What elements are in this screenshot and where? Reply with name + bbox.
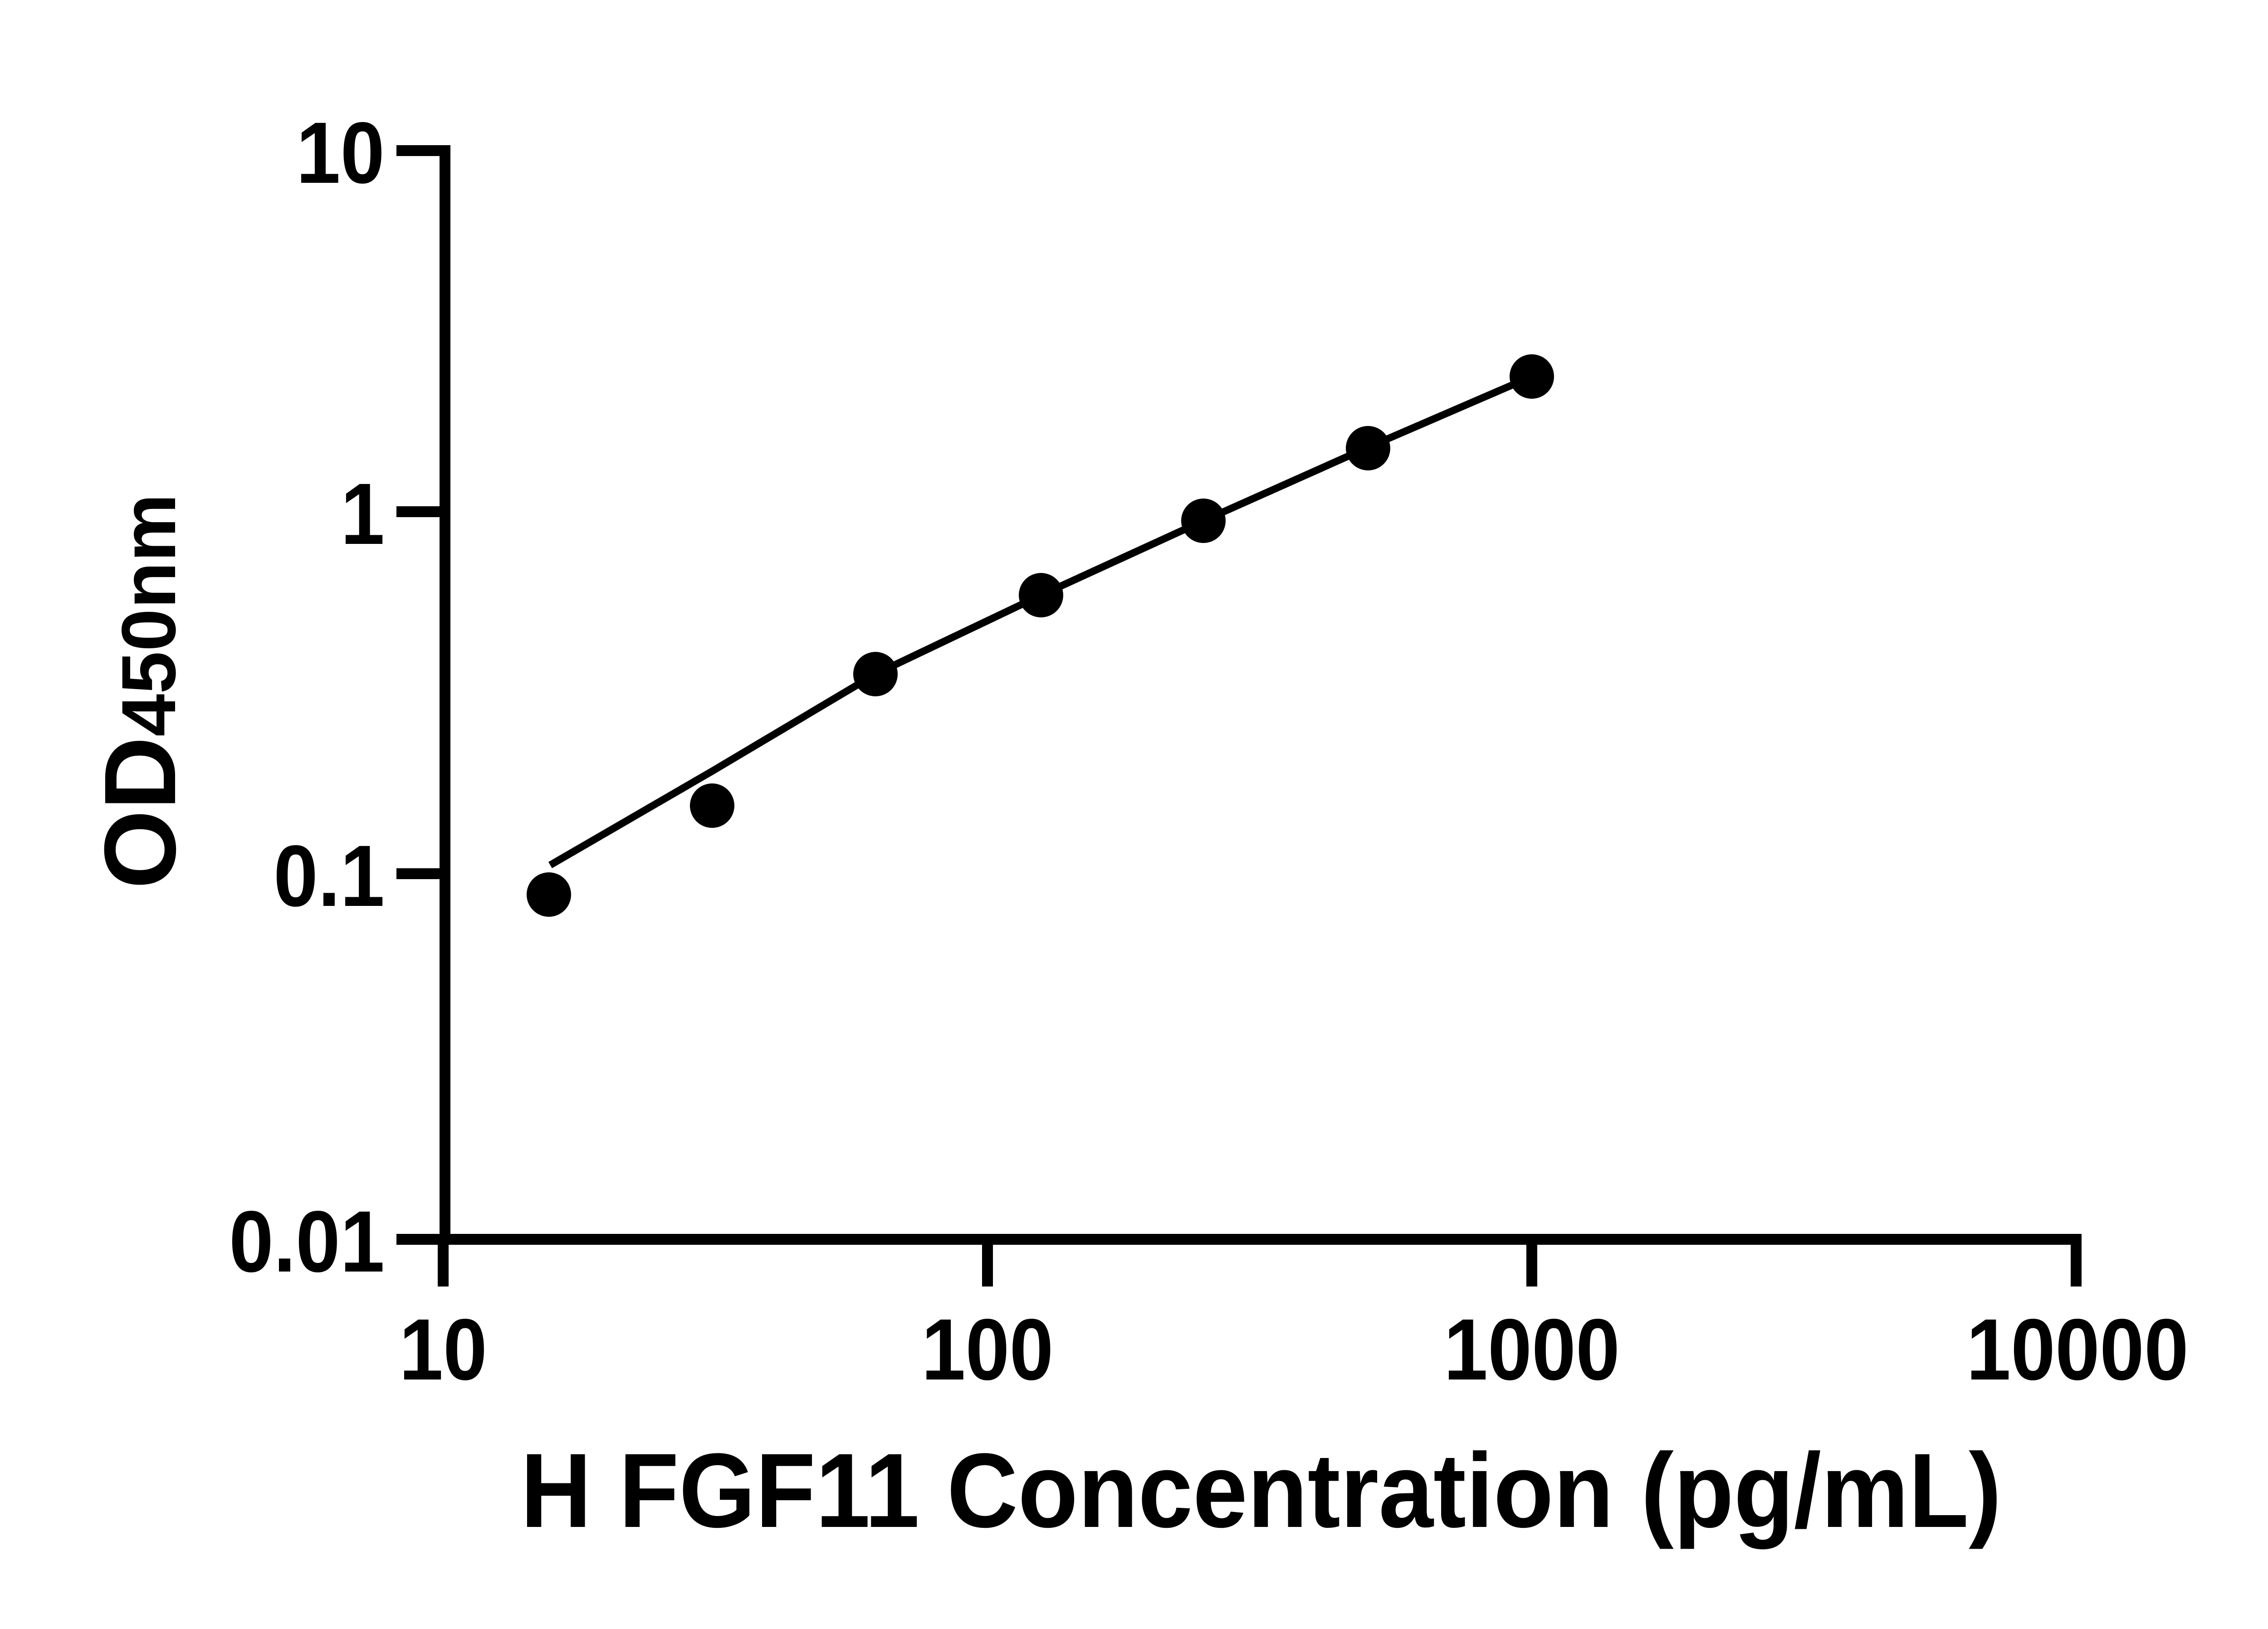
svg-text:100: 100 <box>922 1301 1054 1398</box>
svg-text:10000: 10000 <box>1966 1301 2189 1398</box>
svg-text:10: 10 <box>296 104 385 201</box>
svg-text:H FGF11 Concentration (pg/mL): H FGF11 Concentration (pg/mL) <box>521 1432 2002 1550</box>
svg-text:0.01: 0.01 <box>229 1193 385 1290</box>
svg-text:1: 1 <box>341 465 385 563</box>
svg-text:10: 10 <box>399 1301 487 1398</box>
svg-text:1000: 1000 <box>1444 1301 1620 1398</box>
svg-text:OD450nm: OD450nm <box>83 494 197 889</box>
svg-text:0.1: 0.1 <box>274 827 385 925</box>
